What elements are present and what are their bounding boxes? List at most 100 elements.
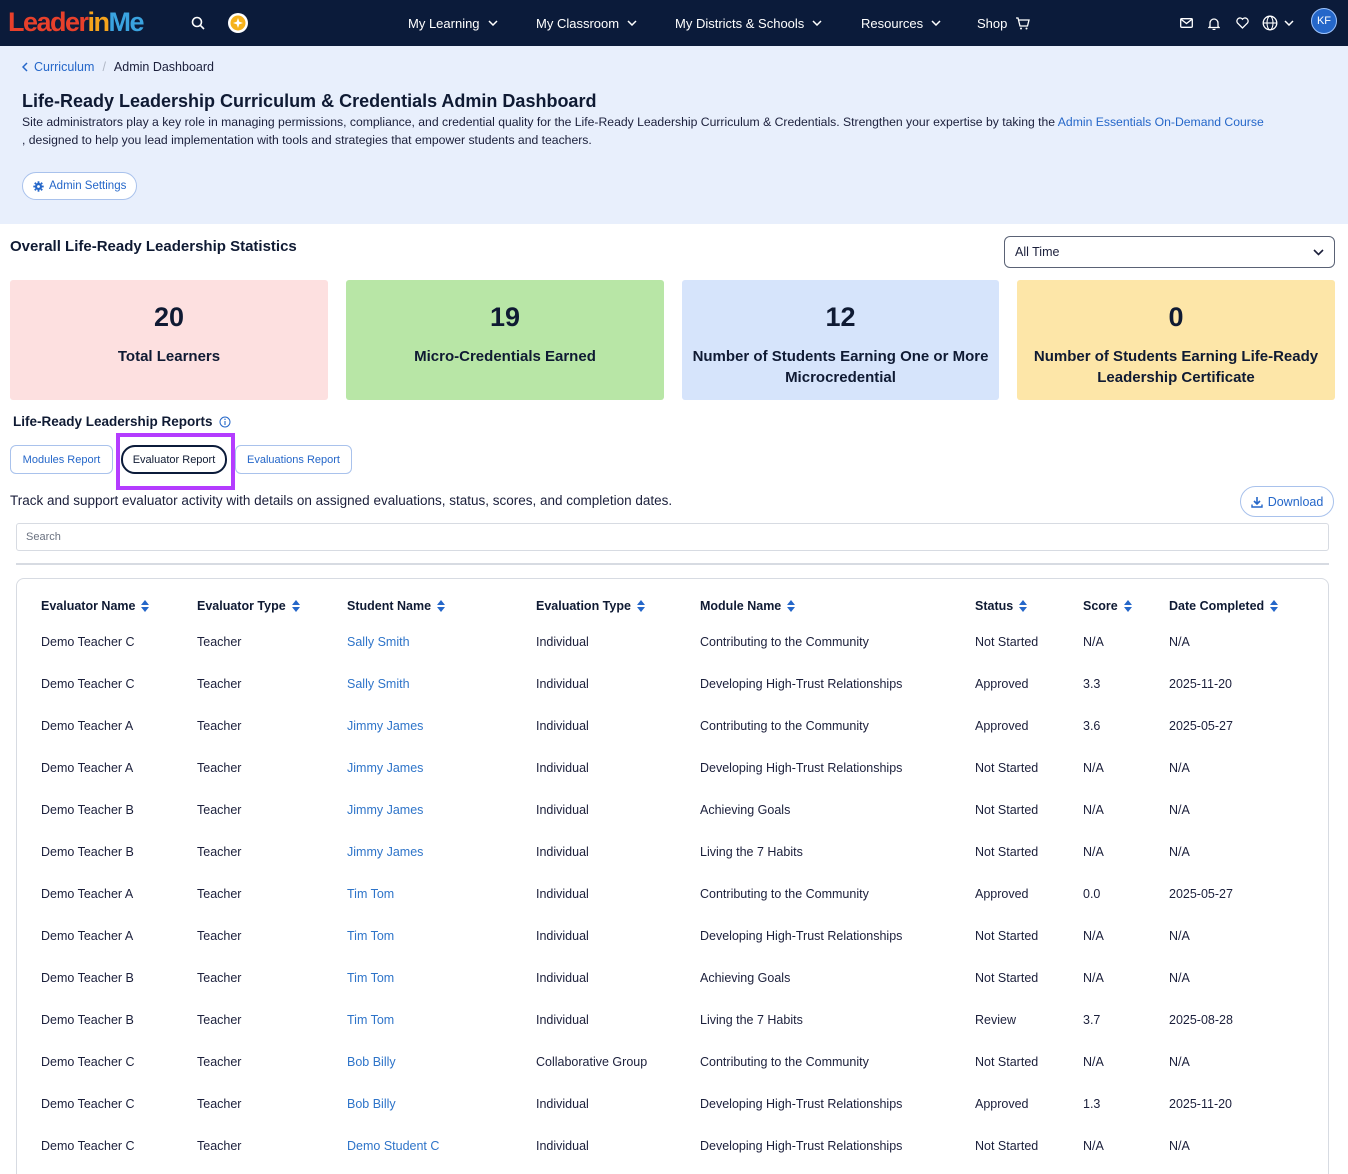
breadcrumb-curriculum-link[interactable]: Curriculum [22, 60, 94, 74]
column-header-label: Date Completed [1169, 599, 1265, 613]
globe-icon [1262, 15, 1278, 31]
nav-my-classroom[interactable]: My Classroom [536, 0, 637, 46]
student-name-link[interactable]: Demo Student C [347, 1139, 440, 1153]
student-name-link[interactable]: Bob Billy [347, 1055, 396, 1069]
column-header-evaluator-name[interactable]: Evaluator Name [41, 599, 150, 613]
cell-score: N/A [1083, 929, 1104, 943]
cell-score: N/A [1083, 803, 1104, 817]
nav-shop-label: Shop [977, 15, 1008, 31]
sort-icon [636, 600, 645, 612]
cell-date-completed: 2025-11-20 [1169, 677, 1233, 691]
nav-my-districts-label: My Districts & Schools [675, 15, 805, 31]
column-header-module-name[interactable]: Module Name [700, 599, 796, 613]
admin-settings-label: Admin Settings [49, 180, 127, 192]
table-row: Demo Teacher A Teacher Jimmy James Individu… [17, 705, 1328, 747]
cell-evaluator-name: Demo Teacher B [41, 1013, 134, 1027]
cell-status: Not Started [975, 929, 1039, 943]
student-name-link[interactable]: Tim Tom [347, 971, 395, 985]
sort-icon [1123, 600, 1132, 612]
student-name-link[interactable]: Sally Smith [347, 677, 410, 691]
stat-label: Micro-Credentials Earned [414, 348, 596, 365]
leader-in-me-logo[interactable]: LeaderinMe [8, 6, 145, 38]
evaluator-report-table: Evaluator Name Evaluator Type Student Name… [16, 578, 1329, 1174]
nav-resources[interactable]: Resources [861, 0, 941, 46]
cell-score: 1.3 [1083, 1097, 1101, 1111]
cell-evaluation-type: Individual [536, 1097, 589, 1111]
nav-shop[interactable]: Shop [977, 0, 1031, 46]
cell-evaluator-type: Teacher [197, 761, 242, 775]
cell-evaluation-type: Individual [536, 635, 589, 649]
cell-evaluation-type: Individual [536, 803, 589, 817]
column-header-status[interactable]: Status [975, 599, 1028, 613]
admin-settings-button[interactable]: Admin Settings [22, 172, 138, 200]
logo-text-in: in [87, 7, 111, 37]
student-name-link[interactable]: Jimmy James [347, 719, 424, 733]
cell-evaluator-name: Demo Teacher A [41, 887, 134, 901]
search-input[interactable] [16, 523, 1329, 551]
nav-my-districts-schools[interactable]: My Districts & Schools [675, 0, 822, 46]
column-header-date-completed[interactable]: Date Completed [1169, 599, 1279, 613]
info-icon[interactable] [219, 416, 231, 428]
student-name-link[interactable]: Tim Tom [347, 929, 395, 943]
cell-evaluation-type: Individual [536, 971, 589, 985]
cell-evaluator-type: Teacher [197, 677, 242, 691]
student-name-link[interactable]: Jimmy James [347, 803, 424, 817]
column-header-label: Evaluator Type [197, 599, 286, 613]
cell-score: N/A [1083, 1139, 1104, 1153]
cell-evaluation-type: Individual [536, 1013, 589, 1027]
column-header-evaluator-type[interactable]: Evaluator Type [197, 599, 300, 613]
bell-icon[interactable] [1203, 12, 1225, 34]
cell-date-completed: N/A [1169, 929, 1190, 943]
time-range-select[interactable]: All Time [1004, 236, 1335, 268]
stat-value: 20 [153, 302, 185, 332]
chevron-down-icon [812, 20, 822, 26]
cell-evaluator-name: Demo Teacher B [41, 971, 134, 985]
cell-module-name: Developing High-Trust Relationships [700, 1097, 903, 1111]
cell-status: Not Started [975, 1055, 1039, 1069]
cell-score: N/A [1083, 1055, 1104, 1069]
column-header-evaluation-type[interactable]: Evaluation Type [536, 599, 645, 613]
nav-my-learning[interactable]: My Learning [408, 0, 498, 46]
tab-evaluator-report[interactable]: Evaluator Report [121, 445, 227, 474]
cell-evaluation-type: Individual [536, 887, 589, 901]
student-name-link[interactable]: Bob Billy [347, 1097, 396, 1111]
logo-text-me: Me [108, 7, 145, 37]
time-range-value: All Time [1015, 245, 1060, 259]
cell-module-name: Achieving Goals [700, 803, 791, 817]
cell-status: Not Started [975, 803, 1039, 817]
language-selector[interactable] [1262, 0, 1294, 46]
sort-icon [291, 600, 300, 612]
stat-label: Total Learners [117, 348, 221, 365]
table-row: Demo Teacher A Teacher Jimmy James Individu… [17, 747, 1328, 789]
column-header-student-name[interactable]: Student Name [347, 599, 446, 613]
admin-essentials-course-link[interactable]: Admin Essentials On-Demand Course [1057, 115, 1264, 129]
student-name-link[interactable]: Sally Smith [347, 635, 410, 649]
spark-badge-icon[interactable] [227, 12, 249, 34]
download-button[interactable]: Download [1240, 486, 1334, 517]
column-header-score[interactable]: Score [1083, 599, 1132, 613]
cell-status: Not Started [975, 971, 1039, 985]
stat-card-students-one-or-more: 12 Number of Students Earning One or Mor… [682, 280, 999, 400]
cell-score: 3.3 [1083, 677, 1101, 691]
student-name-link[interactable]: Jimmy James [347, 845, 424, 859]
table-row: Demo Teacher C Teacher Sally Smith Individu… [17, 663, 1328, 705]
tab-modules-report[interactable]: Modules Report [10, 445, 113, 474]
search-icon[interactable] [187, 12, 209, 34]
cell-score: 0.0 [1083, 887, 1101, 901]
user-avatar[interactable]: KF [1311, 8, 1337, 34]
cell-evaluator-name: Demo Teacher C [41, 1139, 135, 1153]
student-name-link[interactable]: Tim Tom [347, 887, 395, 901]
cell-status: Approved [975, 677, 1029, 691]
cell-evaluator-type: Teacher [197, 803, 242, 817]
chevron-left-icon [22, 62, 28, 72]
student-name-link[interactable]: Jimmy James [347, 761, 424, 775]
heart-icon[interactable] [1231, 12, 1253, 34]
table-row: Demo Teacher C Teacher Demo Student C Indiv… [17, 1125, 1328, 1167]
cell-evaluation-type: Individual [536, 719, 589, 733]
mail-icon[interactable] [1175, 12, 1197, 34]
tab-evaluations-report[interactable]: Evaluations Report [235, 445, 352, 474]
sort-icon [437, 600, 446, 612]
column-header-label: Evaluator Name [41, 599, 136, 613]
student-name-link[interactable]: Tim Tom [347, 1013, 395, 1027]
sort-icon [1270, 600, 1279, 612]
